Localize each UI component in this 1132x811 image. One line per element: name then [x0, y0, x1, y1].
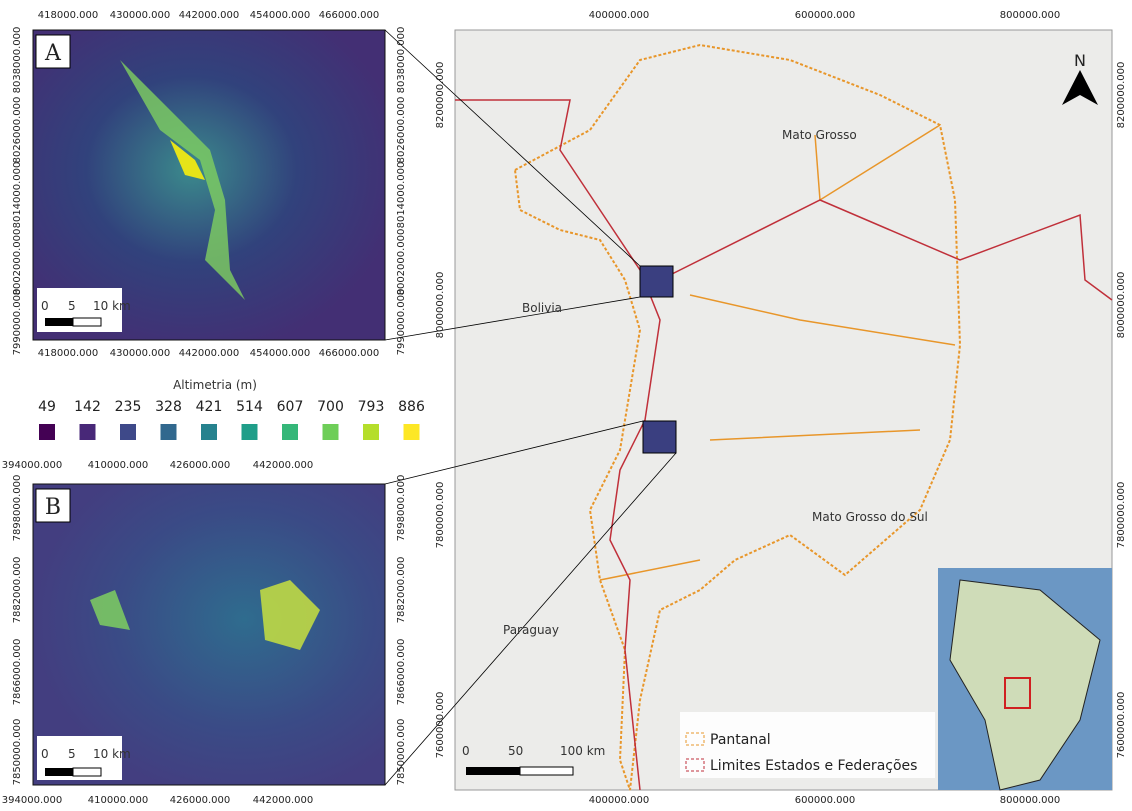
x-tick-label: 442000.000 [179, 10, 239, 21]
x-tick-label: 430000.000 [110, 348, 170, 359]
y-tick-label: 7990000.000 [12, 289, 23, 356]
y-tick-label: 7800000.000 [435, 482, 446, 549]
y-tick-label: 8200000.000 [1116, 62, 1127, 129]
x-tick-label: 442000.000 [253, 460, 313, 471]
scale-bar [73, 318, 101, 326]
place-label: Paraguay [503, 623, 559, 637]
legend-swatch [323, 424, 339, 440]
y-tick-label: 8200000.000 [435, 62, 446, 129]
y-tick-label: 8026000.000 [12, 97, 23, 164]
legend-value: 793 [358, 399, 385, 415]
scale-bar [466, 767, 520, 775]
x-tick-label: 394000.000 [2, 460, 62, 471]
x-tick-label: 466000.000 [319, 348, 379, 359]
x-tick-label: 418000.000 [38, 10, 98, 21]
y-tick-label: 7882000.000 [12, 557, 23, 624]
scale-bar [45, 768, 73, 776]
scale-bar [73, 768, 101, 776]
extent-b [643, 421, 676, 453]
x-tick-label: 418000.000 [38, 348, 98, 359]
scale-label: 100 km [560, 744, 605, 758]
y-tick-label: 7800000.000 [1116, 482, 1127, 549]
y-tick-label: 7600000.000 [435, 692, 446, 759]
scale-label: 0 [462, 744, 470, 758]
legend-label: Pantanal [710, 732, 771, 748]
legend-swatch [404, 424, 420, 440]
x-tick-label: 600000.000 [795, 10, 855, 21]
place-label: Mato Grosso [782, 128, 857, 142]
scale-label: 0 [41, 299, 49, 313]
y-tick-label: 7898000.000 [396, 475, 407, 542]
legend-value: 607 [277, 399, 304, 415]
y-tick-label: 7600000.000 [1116, 692, 1127, 759]
legend-swatch [201, 424, 217, 440]
x-tick-label: 426000.000 [170, 795, 230, 806]
y-tick-label: 8002000.000 [396, 229, 407, 296]
x-tick-label: 800000.000 [1000, 795, 1060, 806]
y-tick-label: 8014000.000 [396, 162, 407, 229]
x-tick-label: 410000.000 [88, 795, 148, 806]
y-tick-label: 7850000.000 [12, 719, 23, 786]
legend-swatch [282, 424, 298, 440]
y-tick-label: 8038000.000 [12, 27, 23, 94]
scale-bar [45, 318, 73, 326]
scale-label: 0 [41, 747, 49, 761]
y-tick-label: 7866000.000 [12, 639, 23, 706]
panel-label: B [45, 495, 61, 520]
panel-label: A [44, 41, 62, 66]
legend-value: 421 [196, 399, 223, 415]
y-tick-label: 7990000.000 [396, 289, 407, 356]
x-tick-label: 410000.000 [88, 460, 148, 471]
legend-value: 514 [236, 399, 263, 415]
legend-title: Altimetria (m) [173, 378, 257, 392]
x-tick-label: 454000.000 [250, 10, 310, 21]
y-tick-label: 7850000.000 [396, 719, 407, 786]
y-tick-label: 7882000.000 [396, 557, 407, 624]
y-tick-label: 8026000.000 [396, 97, 407, 164]
scale-label: 5 [68, 747, 76, 761]
legend-swatch [80, 424, 96, 440]
scale-label: 5 [68, 299, 76, 313]
x-tick-label: 600000.000 [795, 795, 855, 806]
scale-label: 10 km [93, 747, 131, 761]
x-tick-label: 400000.000 [589, 10, 649, 21]
y-tick-label: 8000000.000 [1116, 272, 1127, 339]
place-label: Bolivia [522, 301, 562, 315]
legend-swatch [242, 424, 258, 440]
x-tick-label: 426000.000 [170, 460, 230, 471]
y-tick-label: 7898000.000 [12, 475, 23, 542]
x-tick-label: 800000.000 [1000, 10, 1060, 21]
y-tick-label: 7866000.000 [396, 639, 407, 706]
x-tick-label: 400000.000 [589, 795, 649, 806]
x-tick-label: 430000.000 [110, 10, 170, 21]
place-label: Mato Grosso do Sul [812, 510, 928, 524]
y-tick-label: 8002000.000 [12, 229, 23, 296]
scale-bar [520, 767, 573, 775]
scale-label: 10 km [93, 299, 131, 313]
x-tick-label: 454000.000 [250, 348, 310, 359]
legend-swatch [161, 424, 177, 440]
legend-swatch [120, 424, 136, 440]
legend-value: 700 [317, 399, 344, 415]
x-tick-label: 442000.000 [179, 348, 239, 359]
y-tick-label: 8038000.000 [396, 27, 407, 94]
x-tick-label: 394000.000 [2, 795, 62, 806]
legend-value: 328 [155, 399, 182, 415]
x-tick-label: 442000.000 [253, 795, 313, 806]
legend-value: 886 [398, 399, 425, 415]
extent-a [640, 266, 673, 297]
x-tick-label: 466000.000 [319, 10, 379, 21]
legend-value: 142 [74, 399, 101, 415]
legend-label: Limites Estados e Federações [710, 758, 917, 774]
legend-swatch [363, 424, 379, 440]
scale-label: 50 [508, 744, 523, 758]
y-tick-label: 8014000.000 [12, 162, 23, 229]
north-label: N [1074, 51, 1086, 70]
legend-swatch [39, 424, 55, 440]
legend-value: 49 [38, 399, 56, 415]
y-tick-label: 8000000.000 [435, 272, 446, 339]
legend-value: 235 [115, 399, 142, 415]
figure: A B 418000.000 418000.000 430000.000 430000… [0, 0, 1132, 807]
